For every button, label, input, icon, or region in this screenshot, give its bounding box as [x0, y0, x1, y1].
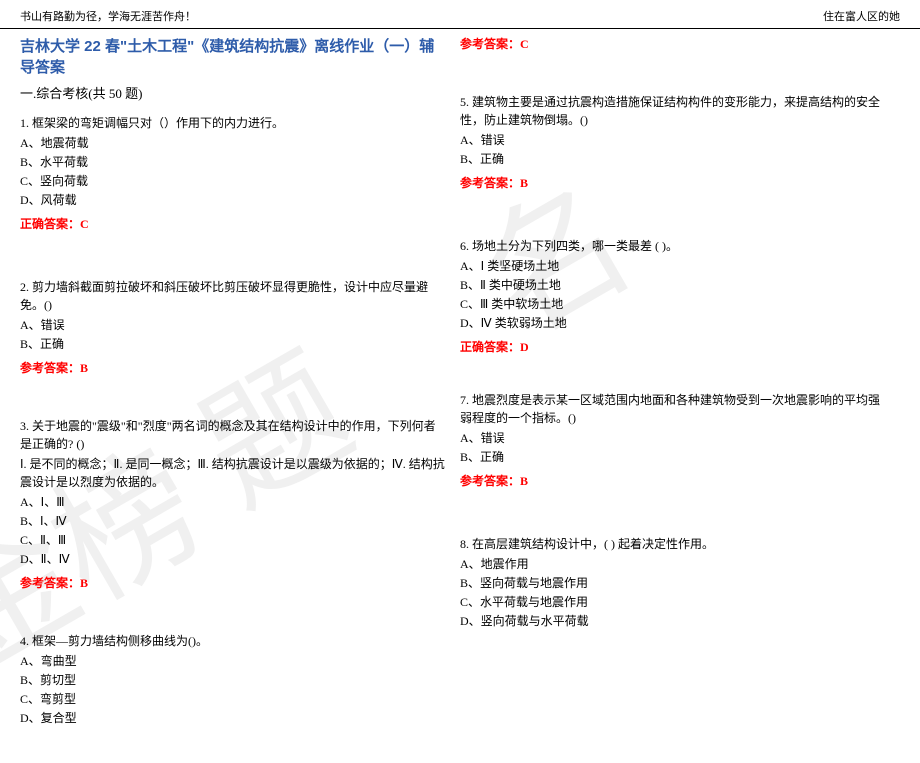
option: B、竖向荷载与地震作用	[460, 574, 885, 592]
option: D、Ⅳ 类软弱场土地	[460, 314, 885, 332]
option: B、正确	[460, 448, 885, 466]
document-title: 吉林大学 22 春"土木工程"《建筑结构抗震》离线作业（一）辅导答案	[20, 35, 445, 77]
question-7: 7. 地震烈度是表示某一区域范围内地面和各种建筑物受到一次地震影响的平均强弱程度…	[460, 391, 885, 490]
section-header: 一.综合考核(共 50 题)	[20, 83, 445, 102]
answer-label: 参考答案：B	[460, 174, 885, 192]
question-text: 1. 框架梁的弯矩调幅只对（）作用下的内力进行。	[20, 114, 445, 132]
option: A、地震荷载	[20, 134, 445, 152]
option: B、正确	[20, 335, 445, 353]
option: B、正确	[460, 150, 885, 168]
question-text: 7. 地震烈度是表示某一区域范围内地面和各种建筑物受到一次地震影响的平均强弱程度…	[460, 391, 885, 427]
answer-label: 参考答案：C	[460, 35, 885, 53]
answer-label: 参考答案：B	[460, 472, 885, 490]
question-4-answer: 参考答案：C	[460, 35, 885, 53]
question-8: 8. 在高层建筑结构设计中，( ) 起着决定性作用。 A、地震作用 B、竖向荷载…	[460, 535, 885, 630]
option: D、Ⅱ、Ⅳ	[20, 550, 445, 568]
option: B、Ⅱ 类中硬场土地	[460, 276, 885, 294]
option: C、竖向荷载	[20, 172, 445, 190]
option: C、Ⅱ、Ⅲ	[20, 531, 445, 549]
question-text: 3. 关于地震的"震级"和"烈度"两名词的概念及其在结构设计中的作用，下列何者是…	[20, 417, 445, 453]
answer-label: 参考答案：B	[20, 359, 445, 377]
right-column: 参考答案：C 5. 建筑物主要是通过抗震构造措施保证结构构件的变形能力，来提高结…	[460, 35, 900, 757]
page-content: 吉林大学 22 春"土木工程"《建筑结构抗震》离线作业（一）辅导答案 一.综合考…	[0, 29, 920, 763]
question-text-2: Ⅰ. 是不同的概念；Ⅱ. 是同一概念；Ⅲ. 结构抗震设计是以震级为依据的；Ⅳ. …	[20, 455, 445, 491]
question-4: 4. 框架—剪力墙结构侧移曲线为()。 A、弯曲型 B、剪切型 C、弯剪型 D、…	[20, 632, 445, 727]
option: A、弯曲型	[20, 652, 445, 670]
option: B、剪切型	[20, 671, 445, 689]
option: A、错误	[460, 131, 885, 149]
answer-label: 参考答案：B	[20, 574, 445, 592]
option: A、Ⅰ 类坚硬场土地	[460, 257, 885, 275]
option: B、水平荷载	[20, 153, 445, 171]
header-right-text: 住在富人区的她	[823, 8, 900, 24]
option: A、错误	[20, 316, 445, 334]
left-column: 吉林大学 22 春"土木工程"《建筑结构抗震》离线作业（一）辅导答案 一.综合考…	[20, 35, 460, 757]
option: B、Ⅰ、Ⅳ	[20, 512, 445, 530]
option: C、水平荷载与地震作用	[460, 593, 885, 611]
page-header: 书山有路勤为径，学海无涯苦作舟！ 住在富人区的她	[0, 0, 920, 29]
question-text: 6. 场地土分为下列四类，哪一类最差 ( )。	[460, 237, 885, 255]
question-1: 1. 框架梁的弯矩调幅只对（）作用下的内力进行。 A、地震荷载 B、水平荷载 C…	[20, 114, 445, 233]
option: C、Ⅲ 类中软场土地	[460, 295, 885, 313]
question-6: 6. 场地土分为下列四类，哪一类最差 ( )。 A、Ⅰ 类坚硬场土地 B、Ⅱ 类…	[460, 237, 885, 356]
option: A、错误	[460, 429, 885, 447]
question-text: 8. 在高层建筑结构设计中，( ) 起着决定性作用。	[460, 535, 885, 553]
question-text: 2. 剪力墙斜截面剪拉破坏和斜压破坏比剪压破坏显得更脆性，设计中应尽量避免。()	[20, 278, 445, 314]
option: D、复合型	[20, 709, 445, 727]
option: D、风荷载	[20, 191, 445, 209]
question-3: 3. 关于地震的"震级"和"烈度"两名词的概念及其在结构设计中的作用，下列何者是…	[20, 417, 445, 592]
option: D、竖向荷载与水平荷载	[460, 612, 885, 630]
option: A、Ⅰ、Ⅲ	[20, 493, 445, 511]
question-text: 5. 建筑物主要是通过抗震构造措施保证结构构件的变形能力，来提高结构的安全性，防…	[460, 93, 885, 129]
option: A、地震作用	[460, 555, 885, 573]
option: C、弯剪型	[20, 690, 445, 708]
header-left-text: 书山有路勤为径，学海无涯苦作舟！	[20, 8, 196, 24]
question-5: 5. 建筑物主要是通过抗震构造措施保证结构构件的变形能力，来提高结构的安全性，防…	[460, 93, 885, 192]
question-2: 2. 剪力墙斜截面剪拉破坏和斜压破坏比剪压破坏显得更脆性，设计中应尽量避免。()…	[20, 278, 445, 377]
question-text: 4. 框架—剪力墙结构侧移曲线为()。	[20, 632, 445, 650]
answer-label: 正确答案：D	[460, 338, 885, 356]
answer-label: 正确答案：C	[20, 215, 445, 233]
